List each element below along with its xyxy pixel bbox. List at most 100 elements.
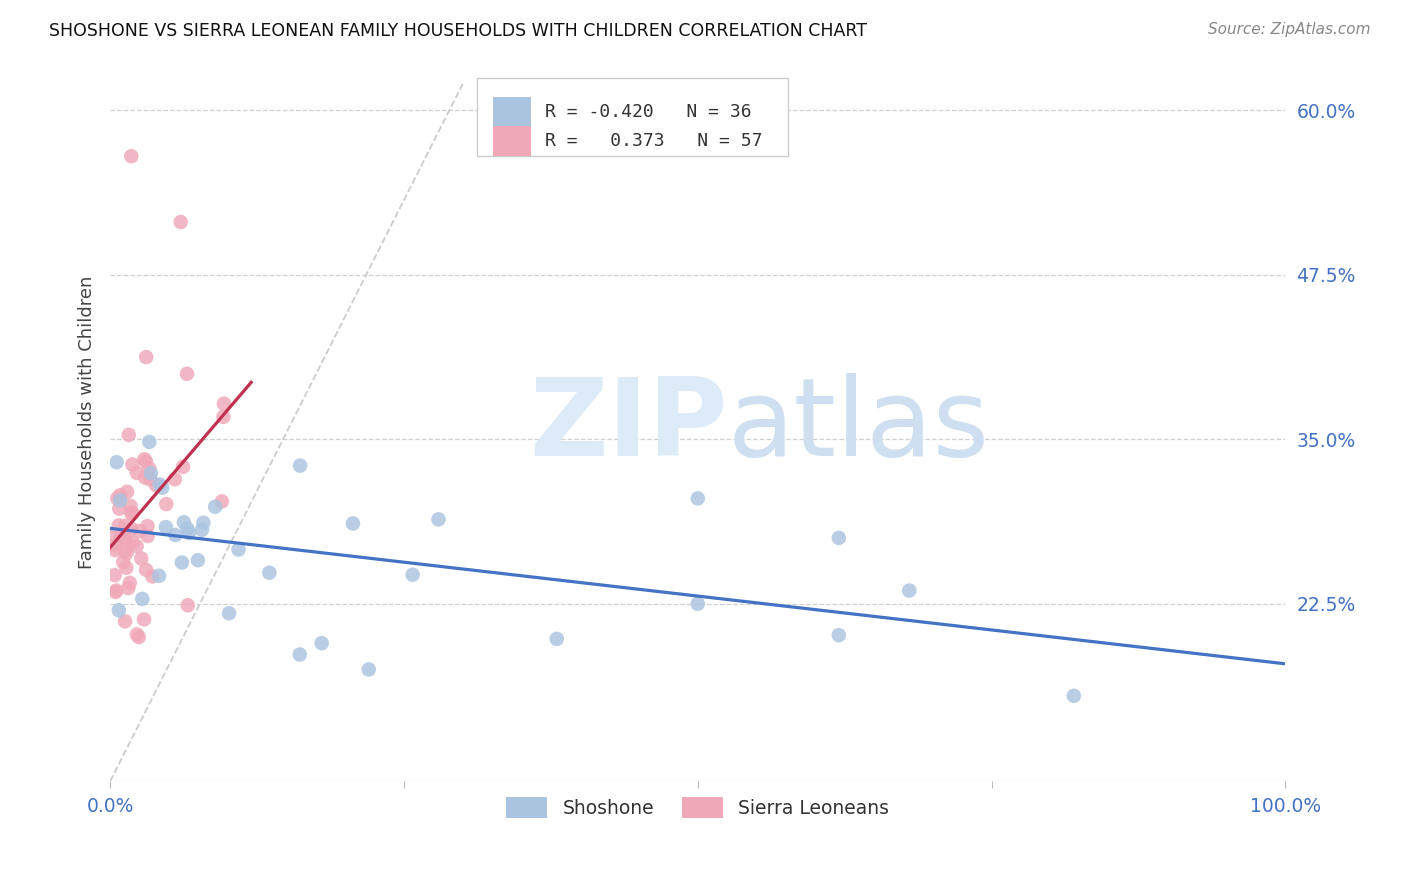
- Point: [141, 569, 163, 583]
- Point: [118, 428, 141, 442]
- Point: [212, 397, 235, 411]
- Point: [112, 555, 135, 569]
- Point: [686, 491, 709, 506]
- Point: [427, 512, 450, 526]
- Point: [139, 467, 162, 481]
- Point: [135, 350, 157, 364]
- Point: [128, 630, 150, 644]
- Point: [108, 501, 131, 516]
- Point: [108, 493, 131, 508]
- Point: [170, 215, 193, 229]
- Point: [136, 519, 159, 533]
- Point: [128, 524, 150, 538]
- Point: [176, 522, 198, 536]
- Text: Source: ZipAtlas.com: Source: ZipAtlas.com: [1208, 22, 1371, 37]
- Point: [125, 539, 148, 553]
- Point: [145, 478, 167, 492]
- Point: [114, 531, 136, 545]
- Point: [115, 561, 138, 575]
- Point: [115, 546, 138, 560]
- Point: [898, 583, 921, 598]
- Point: [105, 491, 128, 506]
- Point: [1063, 689, 1085, 703]
- Point: [120, 149, 142, 163]
- Point: [110, 529, 132, 543]
- Point: [104, 538, 127, 552]
- Point: [120, 506, 142, 520]
- Point: [686, 597, 709, 611]
- Point: [107, 603, 129, 617]
- Point: [104, 585, 127, 599]
- Bar: [494, 126, 531, 156]
- Point: [176, 367, 198, 381]
- Point: [104, 568, 127, 582]
- Point: [259, 566, 281, 580]
- Point: [135, 454, 157, 468]
- Text: atlas: atlas: [727, 373, 990, 479]
- Point: [139, 472, 162, 486]
- Point: [138, 434, 160, 449]
- Text: SHOSHONE VS SIERRA LEONEAN FAMILY HOUSEHOLDS WITH CHILDREN CORRELATION CHART: SHOSHONE VS SIERRA LEONEAN FAMILY HOUSEH…: [49, 22, 868, 40]
- Point: [138, 461, 160, 475]
- Point: [357, 663, 380, 677]
- Point: [117, 581, 139, 595]
- Point: [115, 484, 138, 499]
- Point: [105, 583, 128, 598]
- Bar: [494, 97, 531, 128]
- Point: [134, 470, 156, 484]
- Point: [177, 599, 200, 613]
- FancyBboxPatch shape: [477, 78, 789, 156]
- Point: [104, 543, 127, 558]
- Text: R = -0.420   N = 36: R = -0.420 N = 36: [546, 103, 752, 121]
- Point: [173, 515, 195, 529]
- Point: [228, 542, 250, 557]
- Point: [121, 506, 143, 520]
- Point: [149, 477, 172, 491]
- Point: [105, 455, 128, 469]
- Point: [125, 627, 148, 641]
- Point: [125, 466, 148, 480]
- Point: [191, 523, 214, 537]
- Point: [114, 543, 136, 558]
- Text: ZIP: ZIP: [529, 373, 727, 479]
- Point: [546, 632, 568, 646]
- Point: [121, 522, 143, 536]
- Point: [155, 520, 177, 534]
- Point: [107, 518, 129, 533]
- Point: [170, 556, 193, 570]
- Point: [150, 481, 173, 495]
- Point: [131, 591, 153, 606]
- Point: [165, 528, 187, 542]
- Point: [187, 553, 209, 567]
- Point: [218, 606, 240, 620]
- Legend: Shoshone, Sierra Leoneans: Shoshone, Sierra Leoneans: [499, 789, 897, 826]
- Point: [103, 528, 125, 542]
- Point: [342, 516, 364, 531]
- Point: [121, 535, 143, 549]
- Point: [132, 612, 155, 626]
- Point: [112, 532, 135, 546]
- Text: R =   0.373   N = 57: R = 0.373 N = 57: [546, 132, 762, 150]
- Point: [163, 472, 186, 486]
- Point: [114, 518, 136, 533]
- Point: [114, 615, 136, 629]
- Point: [177, 526, 200, 541]
- Point: [129, 551, 152, 566]
- Point: [204, 500, 226, 514]
- Y-axis label: Family Households with Children: Family Households with Children: [79, 276, 96, 569]
- Point: [155, 497, 177, 511]
- Point: [311, 636, 333, 650]
- Point: [135, 563, 157, 577]
- Point: [121, 458, 143, 472]
- Point: [828, 531, 851, 545]
- Point: [212, 409, 235, 424]
- Point: [118, 575, 141, 590]
- Point: [288, 458, 311, 473]
- Point: [134, 452, 156, 467]
- Point: [172, 459, 194, 474]
- Point: [136, 529, 159, 543]
- Point: [828, 628, 851, 642]
- Point: [148, 568, 170, 582]
- Point: [108, 488, 131, 502]
- Point: [401, 567, 423, 582]
